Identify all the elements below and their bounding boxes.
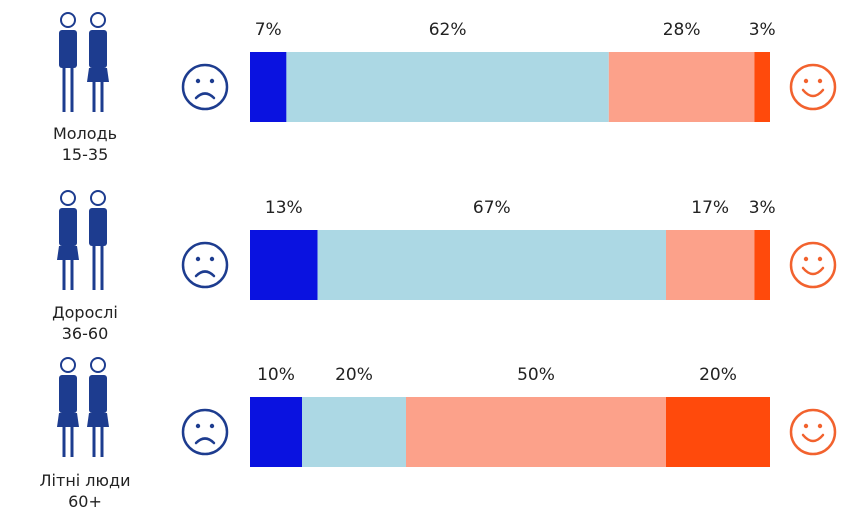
person-icon [87,13,109,112]
value-label: 17% [691,198,729,218]
face-outline [183,65,227,109]
torso [59,208,77,246]
head [91,13,105,27]
face-outline [791,410,835,454]
value-label: 20% [335,365,373,385]
eye [804,257,808,261]
bar-segment [754,230,770,300]
person-icon [87,358,109,457]
eye [818,424,822,428]
value-label: 62% [429,20,467,40]
torso [59,375,77,413]
sad-face-icon [183,243,227,287]
mouth [803,435,823,441]
mouth [196,94,214,99]
torso [59,30,77,68]
head [91,358,105,372]
category-label: Літні люди 60+ [20,470,150,512]
category-label: Дорослі 36-60 [20,302,150,344]
bar-segment [286,52,608,122]
eye [196,424,200,428]
bar-segment [609,52,755,122]
eye [818,257,822,261]
head [61,191,75,205]
mouth [803,268,823,274]
value-label: 3% [749,198,776,218]
value-label: 20% [699,365,737,385]
bar-segment [250,397,302,467]
person-icon [57,191,79,290]
eye [804,424,808,428]
sad-face-icon [183,410,227,454]
skirt [57,246,79,260]
eye [210,257,214,261]
skirt [87,68,109,82]
eye [210,79,214,83]
bar-segment [754,52,770,122]
person-icon [59,13,77,112]
face-outline [791,243,835,287]
bar-segment [302,397,406,467]
value-label: 3% [749,20,776,40]
mouth [196,272,214,277]
happy-face-icon [791,65,835,109]
mouth [196,439,214,444]
person-icon [89,191,107,290]
happy-face-icon [791,410,835,454]
category-label: Молодь 15-35 [20,123,150,165]
person-icon [57,358,79,457]
face-outline [183,410,227,454]
eye [804,79,808,83]
skirt [87,413,109,427]
eye [196,79,200,83]
torso [89,208,107,246]
bar-segment [406,397,666,467]
chart: 7% 62% 28% 3% 13% 67% 17% 3% 10% 20% 50% 20% Молодь… [0,0,849,515]
eye [196,257,200,261]
chart-canvas: 7% 62% 28% 3% 13% 67% 17% 3% 10% 20% 50% 20% [0,0,849,515]
value-label: 67% [473,198,511,218]
value-label: 13% [265,198,303,218]
bar-segment [666,397,770,467]
value-label: 50% [517,365,555,385]
value-label: 7% [255,20,282,40]
happy-face-icon [791,243,835,287]
mouth [803,90,823,96]
head [91,191,105,205]
eye [818,79,822,83]
bar-segment [250,52,286,122]
eye [210,424,214,428]
bar-segment [250,230,318,300]
value-label: 28% [663,20,701,40]
sad-face-icon [183,65,227,109]
skirt [57,413,79,427]
bar-segment [318,230,666,300]
torso [89,375,107,413]
face-outline [791,65,835,109]
face-outline [183,243,227,287]
bar-segment [666,230,754,300]
head [61,358,75,372]
torso [89,30,107,68]
value-label: 10% [257,365,295,385]
head [61,13,75,27]
